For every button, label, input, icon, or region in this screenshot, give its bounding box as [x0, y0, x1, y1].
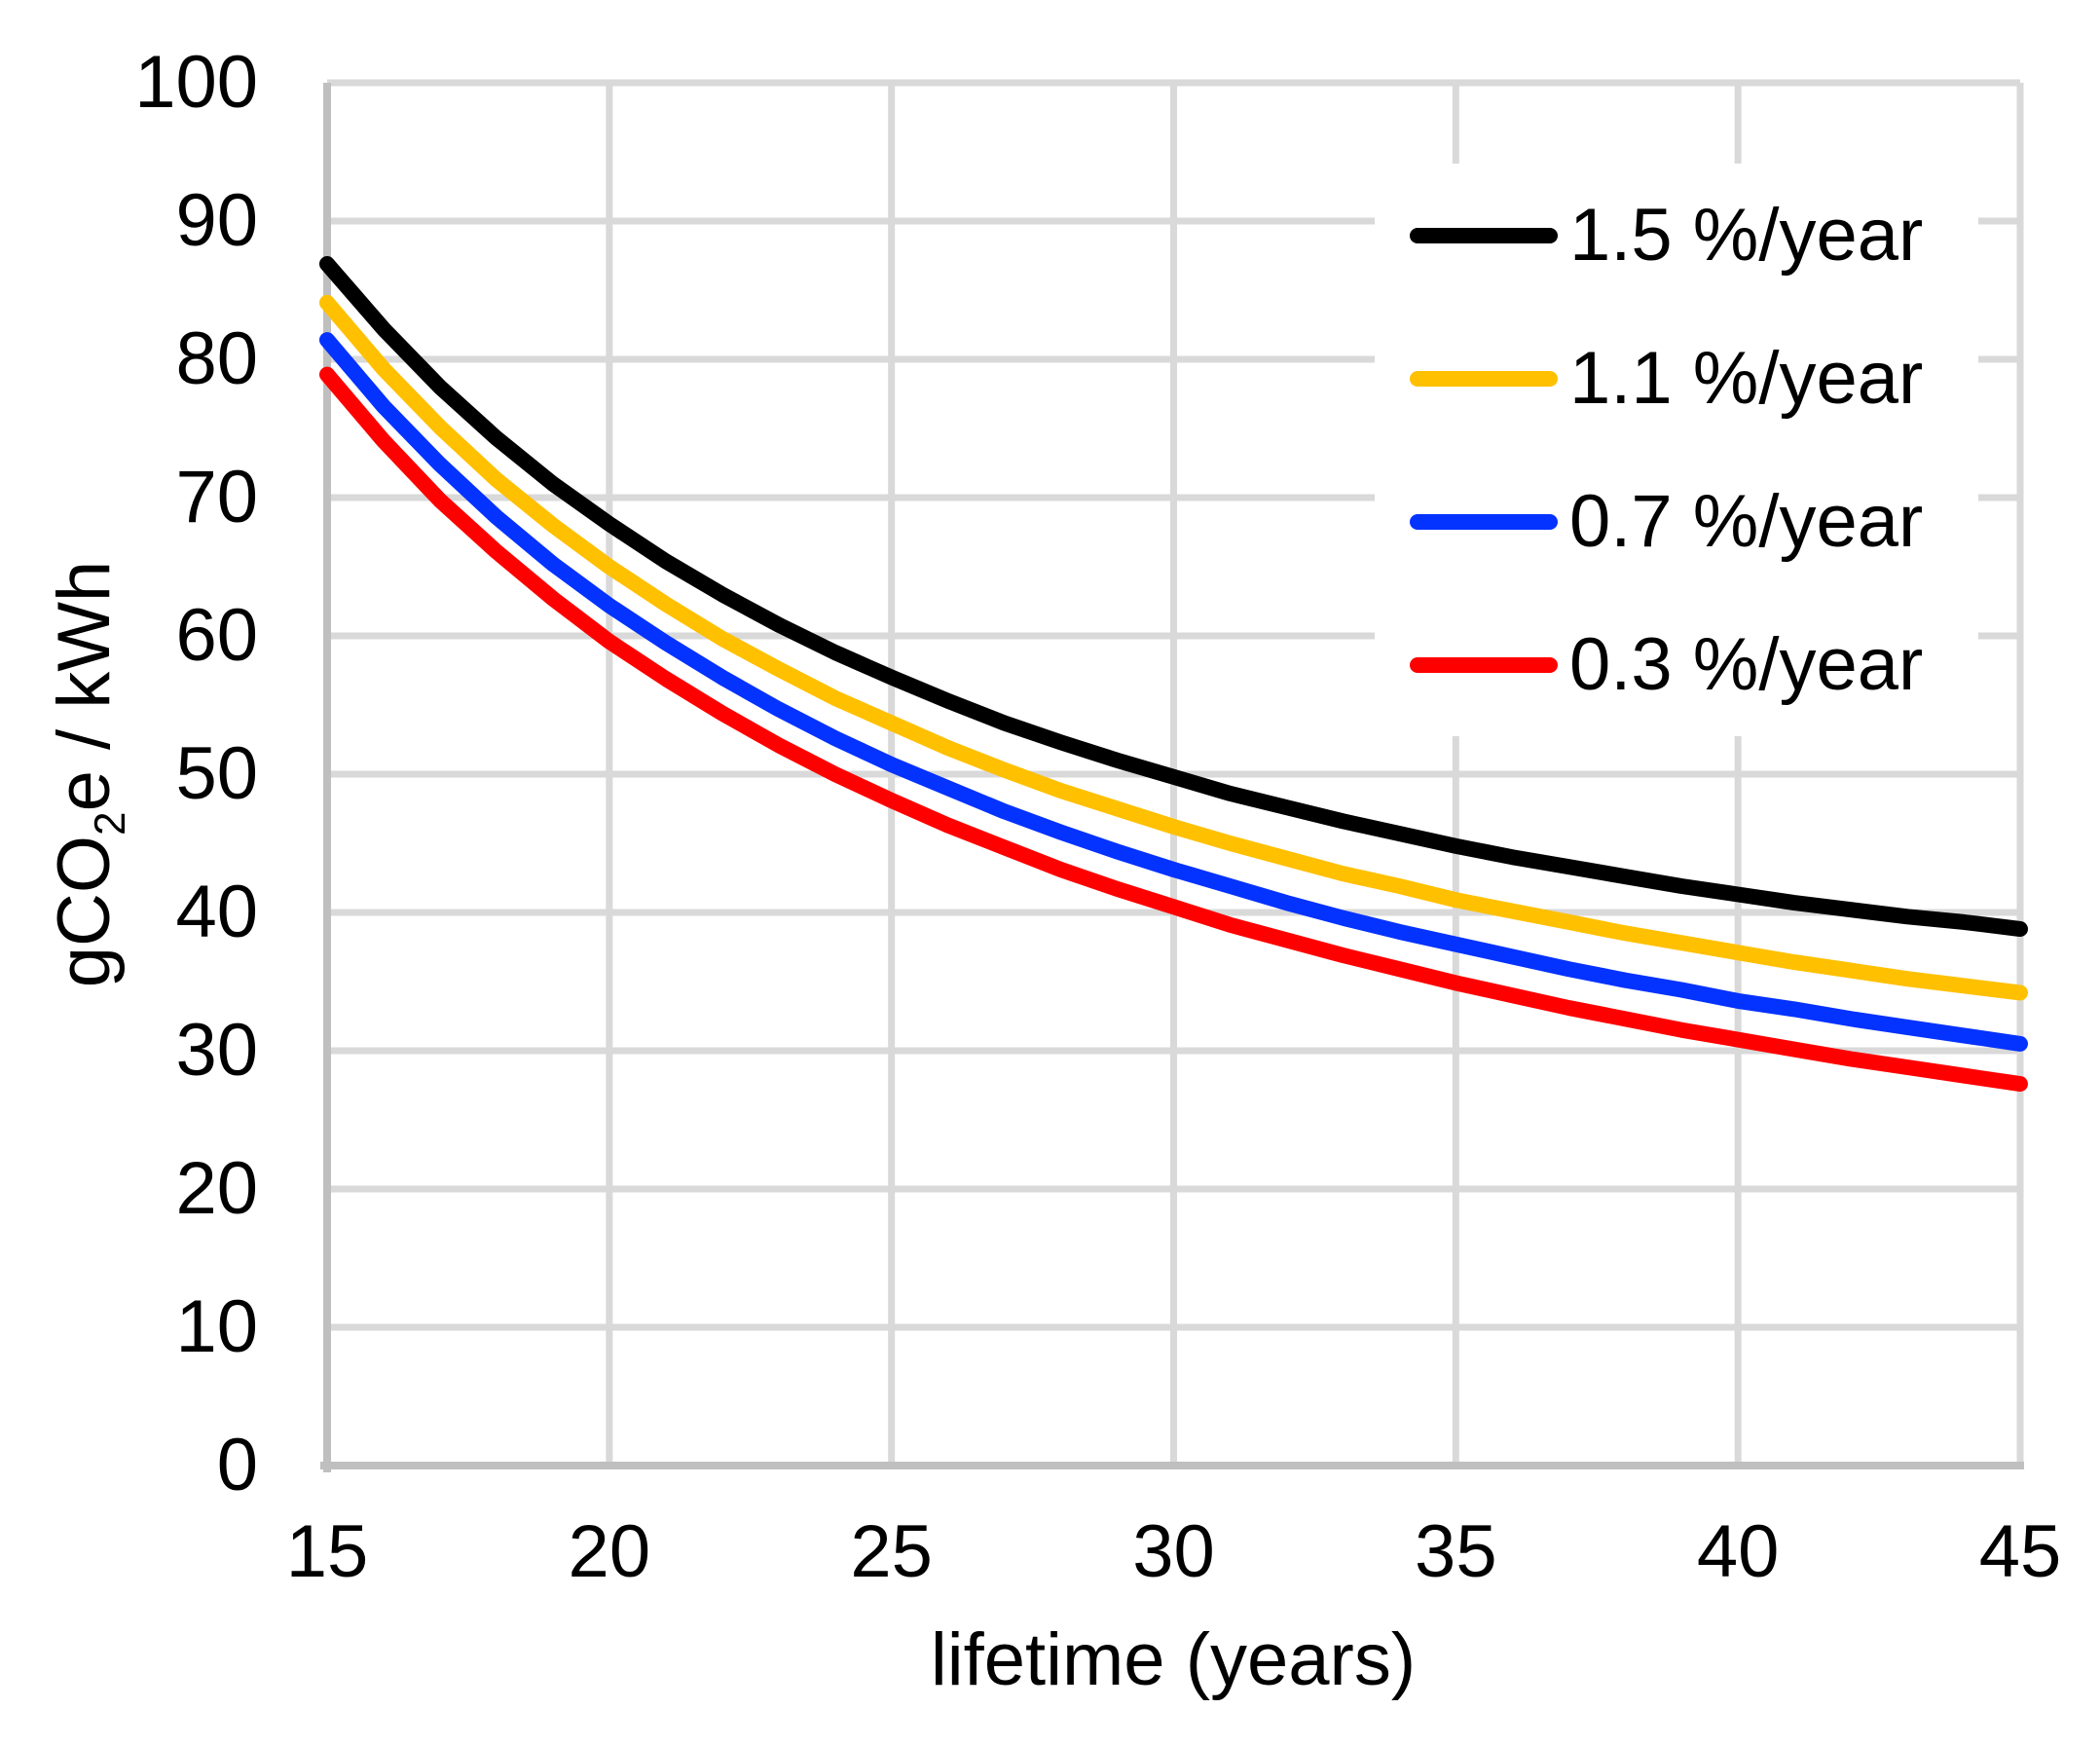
legend-label: 1.1 %/year: [1569, 336, 1924, 420]
y-tick-label: 90: [175, 179, 258, 262]
legend-line-sample: [1410, 227, 1558, 243]
x-tick-label: 15: [285, 1510, 369, 1593]
y-tick-label: 10: [175, 1285, 258, 1368]
y-tick-label: 100: [134, 41, 258, 124]
x-tick-label: 30: [1132, 1510, 1215, 1593]
y-tick-label: 50: [175, 732, 258, 815]
series-line-1.1-year: [319, 294, 2028, 1001]
legend-line-sample: [1410, 513, 1558, 530]
y-tick-label: 30: [175, 1009, 258, 1092]
legend: 1.5 %/year 1.1 %/year 0.7 %/year 0.3 %/year: [1375, 164, 1978, 736]
legend-label: 1.5 %/year: [1569, 193, 1924, 277]
x-tick-label: 20: [568, 1510, 651, 1593]
y-tick-label: 20: [175, 1147, 258, 1230]
x-tick-label: 35: [1415, 1510, 1497, 1593]
series-line-0.3-year: [319, 366, 2028, 1093]
legend-item: 1.1 %/year: [1375, 307, 1978, 450]
y-tick-label: 40: [175, 871, 258, 953]
x-axis-title: lifetime (years): [930, 1618, 1417, 1701]
series-line-1.5-year: [319, 256, 2028, 937]
legend-label: 0.3 %/year: [1569, 622, 1924, 706]
legend-line-sample: [1410, 370, 1558, 387]
y-tick-label: 70: [175, 456, 258, 539]
legend-item: 1.5 %/year: [1375, 164, 1978, 307]
legend-label: 0.7 %/year: [1569, 479, 1924, 563]
x-tick-label: 45: [1978, 1510, 2062, 1593]
series-line-0.7-year: [319, 332, 2028, 1052]
legend-item: 0.3 %/year: [1375, 593, 1978, 736]
x-tick-label: 40: [1696, 1510, 1780, 1593]
legend-line-sample: [1410, 656, 1558, 673]
y-tick-label: 80: [175, 317, 258, 400]
y-tick-label: 60: [175, 594, 258, 677]
y-tick-label: 0: [216, 1424, 258, 1506]
x-tick-label: 25: [850, 1510, 933, 1593]
legend-item: 0.7 %/year: [1375, 450, 1978, 593]
